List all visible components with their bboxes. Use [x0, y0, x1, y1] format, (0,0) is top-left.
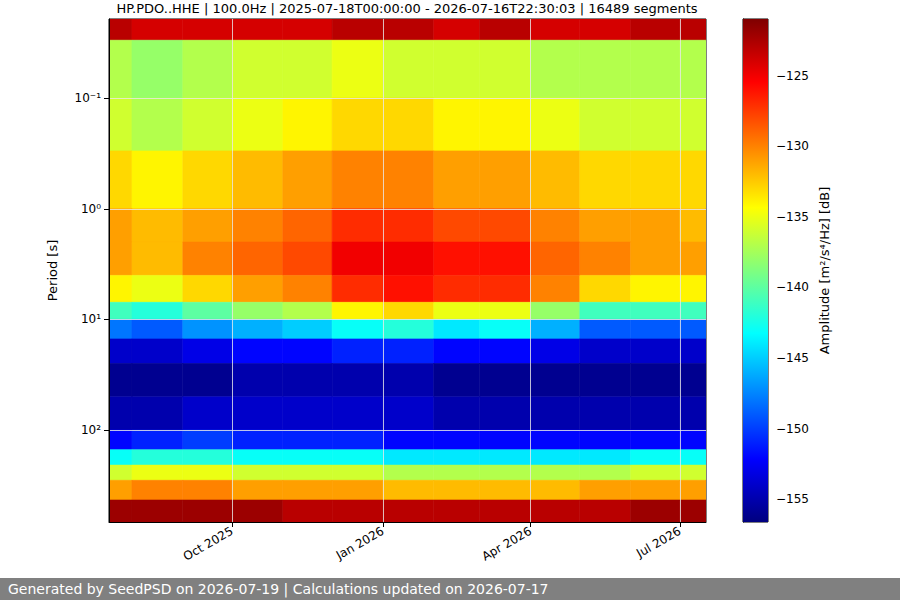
svg-text:−130: −130	[776, 139, 809, 153]
svg-text:−145: −145	[776, 351, 809, 365]
svg-text:−135: −135	[776, 210, 809, 224]
svg-text:Oct 2025: Oct 2025	[181, 524, 236, 564]
svg-text:Jan 2026: Jan 2026	[333, 524, 387, 563]
svg-text:−150: −150	[776, 422, 809, 436]
svg-text:Amplitude [m²/s⁴/Hz] [dB]: Amplitude [m²/s⁴/Hz] [dB]	[817, 187, 832, 355]
svg-text:10²: 10²	[81, 423, 101, 437]
svg-text:Jul 2026: Jul 2026	[633, 524, 683, 561]
svg-text:−155: −155	[776, 492, 809, 506]
svg-text:Period [s]: Period [s]	[45, 240, 60, 302]
svg-text:Apr 2026: Apr 2026	[479, 524, 534, 564]
svg-text:10¹: 10¹	[81, 312, 101, 326]
svg-text:HP.PDO..HHE | 100.0Hz | 2025-0: HP.PDO..HHE | 100.0Hz | 2025-07-18T00:00…	[116, 1, 697, 16]
svg-text:−125: −125	[776, 69, 809, 83]
svg-text:Generated by SeedPSD on 2026-0: Generated by SeedPSD on 2026-07-19 | Cal…	[8, 581, 549, 598]
svg-text:10⁻¹: 10⁻¹	[75, 91, 102, 105]
svg-text:−140: −140	[776, 280, 809, 294]
svg-text:10⁰: 10⁰	[81, 202, 101, 216]
